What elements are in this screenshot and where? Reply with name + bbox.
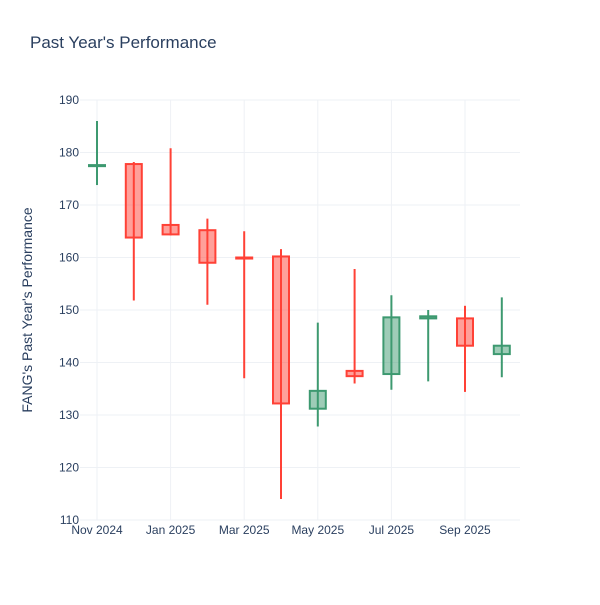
candle (492, 297, 511, 378)
candle-body (161, 223, 180, 236)
candle (198, 218, 217, 305)
candle-layer (88, 121, 511, 499)
candle (419, 310, 438, 382)
candle (235, 231, 254, 379)
chart-title: Past Year's Performance (30, 33, 217, 52)
candle-body (272, 255, 290, 405)
y-tick-label: 120 (59, 461, 79, 475)
y-tick-label: 130 (59, 408, 79, 422)
candle (161, 148, 180, 236)
candle-body (492, 344, 511, 356)
y-tick-label: 180 (59, 146, 79, 160)
candle (88, 121, 106, 186)
x-tick-label: Jul 2025 (369, 523, 415, 537)
axis-layer: 110 120 130 140 150 160 170 180 190 Nov 2024 Jan 2… (59, 93, 491, 537)
candle-body (88, 164, 106, 168)
candle-body (308, 389, 327, 410)
x-tick-label: Nov 2024 (71, 523, 123, 537)
candle (272, 249, 290, 499)
candle-body (124, 163, 143, 239)
x-tick-label: May 2025 (291, 523, 344, 537)
candle (456, 305, 474, 392)
candle (124, 161, 143, 301)
candle-body (345, 369, 364, 378)
candle-body (456, 317, 474, 347)
y-axis-title: FANG's Past Year's Performance (19, 207, 35, 413)
candle (345, 269, 364, 384)
y-tick-label: 160 (59, 251, 79, 265)
candle-body (382, 316, 401, 376)
y-tick-label: 110 (60, 513, 79, 527)
candle-body (419, 315, 438, 320)
x-tick-label: Mar 2025 (219, 523, 270, 537)
y-tick-label: 190 (59, 93, 79, 107)
y-tick-label: 170 (59, 198, 79, 212)
x-tick-label: Jan 2025 (146, 523, 196, 537)
candle (382, 295, 401, 390)
candle-body (235, 256, 254, 260)
candle-body (198, 229, 217, 264)
y-tick-label: 150 (59, 303, 79, 317)
candle (308, 322, 327, 427)
y-tick-label: 140 (59, 356, 79, 370)
grid-layer (80, 99, 520, 521)
x-tick-label: Sep 2025 (439, 523, 491, 537)
